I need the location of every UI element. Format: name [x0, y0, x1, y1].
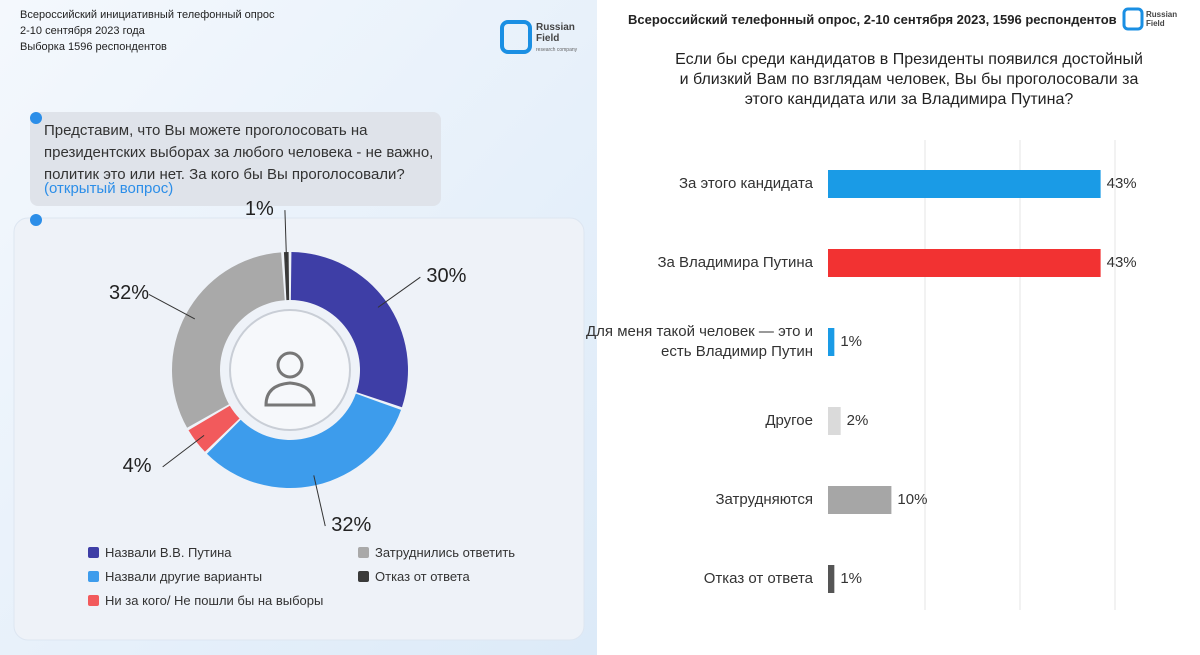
header-line: Всероссийский инициативный телефонный оп…: [20, 9, 275, 21]
data-label: 32%: [331, 514, 372, 537]
donut-segment: [188, 405, 240, 452]
legend-swatch: [358, 547, 369, 558]
logo-text: Russian Field: [536, 22, 575, 44]
leader-line: [284, 210, 288, 263]
donut-segment: [283, 252, 290, 301]
legend-swatch: [358, 571, 369, 582]
person-icon: [264, 351, 316, 407]
question: Представим, что Вы можете проголосовать …: [44, 122, 434, 183]
leader-line: [313, 475, 326, 527]
leader-line: [162, 435, 205, 468]
question-note: (открытый вопрос): [44, 180, 174, 197]
data-label: 1%: [840, 570, 863, 587]
donut-segment: [171, 252, 285, 428]
data-label: 32%: [108, 282, 149, 305]
legend-label: Назвали другие варианты: [105, 569, 263, 584]
category-label: Для меня такой человек — это и есть Влад…: [586, 323, 813, 360]
chart-title: Всероссийский телефонный опрос, 2-10 сен…: [628, 12, 1117, 27]
legend-label: Назвали В.В. Путина: [105, 545, 232, 560]
category-label: Другое: [765, 412, 813, 429]
bullet: [30, 214, 42, 226]
bullet: [30, 112, 42, 124]
category-label: Затрудняются: [715, 491, 813, 508]
data-label: 43%: [1106, 175, 1137, 192]
legend-label: Отказ от ответа: [375, 569, 470, 584]
center-circle: [229, 309, 351, 431]
data-label: 1%: [840, 333, 863, 350]
data-label: 30%: [426, 265, 467, 288]
bar: [828, 407, 841, 435]
donut-segment: [290, 252, 408, 408]
chart-subtitle: Если бы среди кандидатов в Президенты по…: [675, 51, 1143, 108]
bar: [828, 328, 835, 356]
bar: [828, 249, 1101, 277]
legend-label: Ни за кого/ Не пошли бы на выборы: [105, 593, 324, 608]
question-box: [30, 112, 441, 206]
logo-subtitle: research company: [536, 47, 578, 53]
data-label: 1%: [244, 198, 274, 221]
bar: [828, 170, 1101, 198]
legend-swatch: [88, 571, 99, 582]
leader-line: [377, 276, 421, 308]
category-label: За этого кандидата: [678, 175, 813, 192]
bar: [828, 486, 892, 514]
data-label: 4%: [122, 454, 152, 477]
data-label: 43%: [1106, 254, 1137, 271]
data-label: 10%: [897, 491, 928, 508]
category-label: Отказ от ответа: [703, 570, 813, 587]
header-line: 2-10 сентября 2023 года: [20, 25, 145, 37]
leader-line: [148, 293, 196, 320]
logo-icon: [1122, 7, 1144, 31]
legend-label: Затруднились ответить: [375, 545, 516, 560]
header-line: Выборка 1596 респондентов: [20, 41, 167, 53]
legend-swatch: [88, 595, 99, 606]
data-label: 2%: [846, 412, 869, 429]
logo-text: Russian Field: [1146, 10, 1178, 28]
logo-icon: [500, 20, 532, 54]
bar: [828, 565, 835, 593]
legend-swatch: [88, 547, 99, 558]
donut-segment: [206, 393, 402, 488]
category-label: За Владимира Путина: [657, 254, 813, 271]
